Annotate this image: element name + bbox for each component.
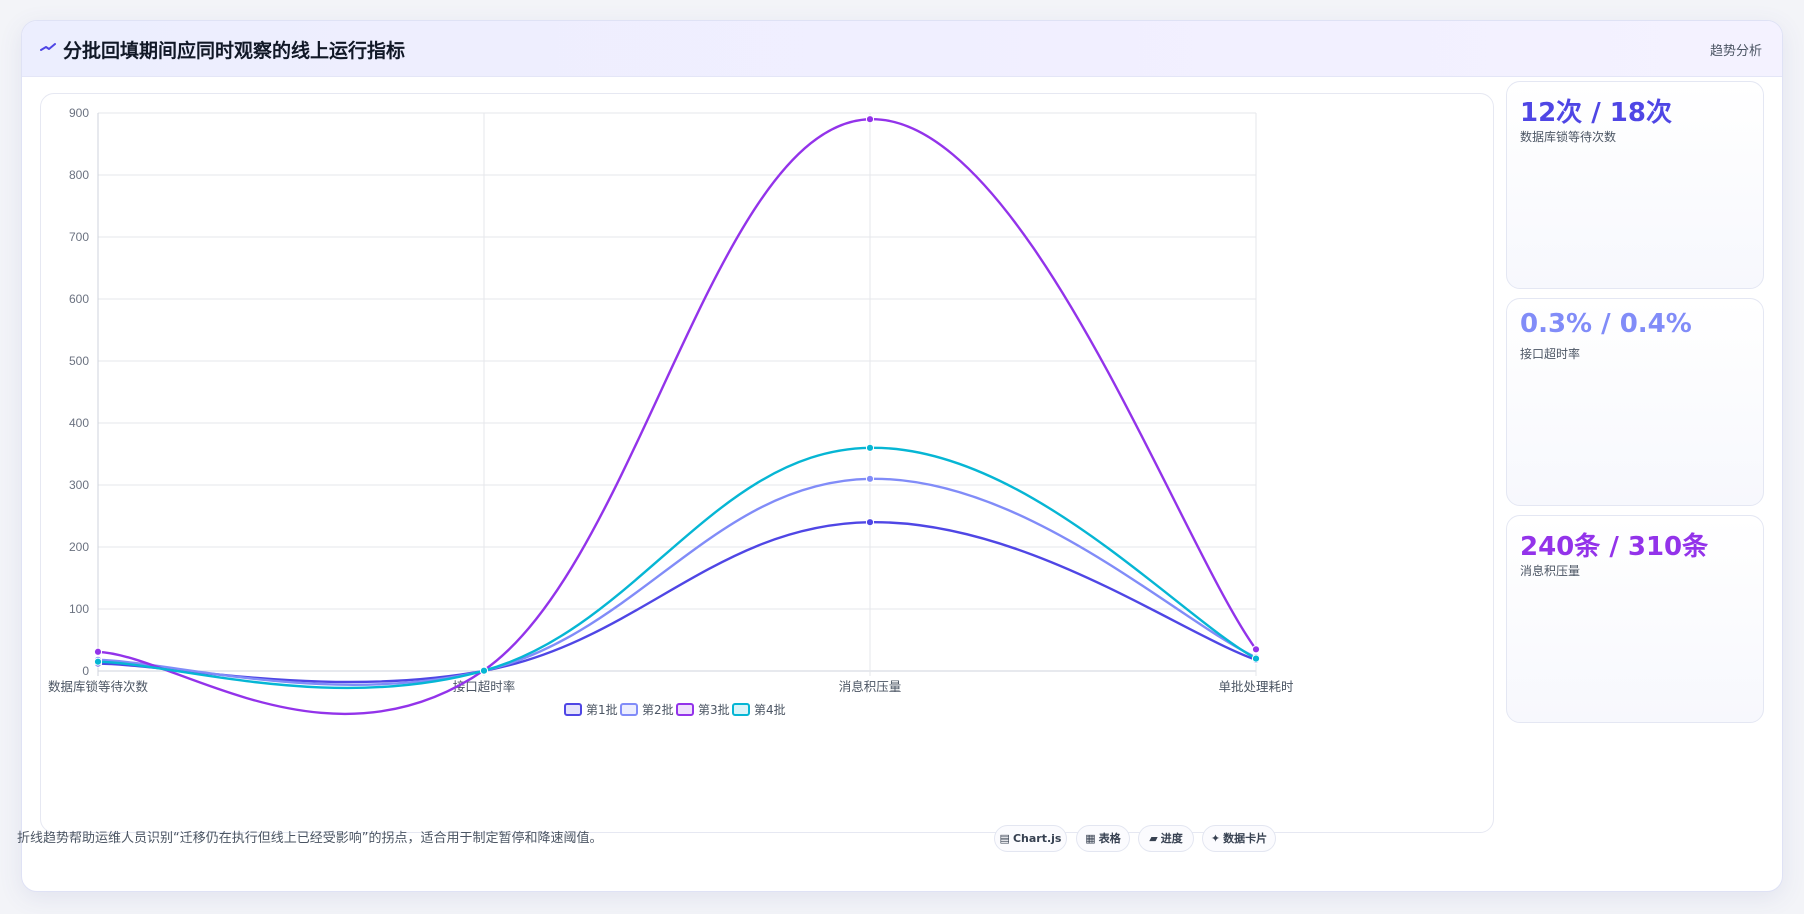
chip-data-card[interactable]: ✦ 数据卡片: [1202, 825, 1276, 852]
data-point: [1251, 645, 1261, 654]
y-tick-label: 900: [69, 106, 89, 120]
stat-value: 0.3% / 0.4%: [1520, 309, 1692, 339]
series-line-2: [97, 477, 1257, 686]
progress-icon: ▰: [1149, 832, 1158, 845]
data-point: [865, 115, 875, 124]
data-point: [479, 666, 489, 675]
stat-card-message-backlog: 240条 / 310条 消息积压量: [1506, 515, 1764, 723]
data-point: [865, 443, 875, 452]
data-point: [865, 474, 875, 483]
stat-card-lock-wait: 12次 / 18次 数据库锁等待次数: [1506, 81, 1764, 289]
page-title: 分批回填期间应同时观察的线上运行指标: [63, 40, 406, 62]
chip-chartjs[interactable]: ▤ Chart.js: [994, 825, 1067, 852]
series-line-1: [97, 520, 1257, 684]
legend-swatch: [676, 703, 694, 716]
main-card: 分批回填期间应同时观察的线上运行指标 趋势分析 0 100 200 300 400 500…: [21, 20, 1783, 892]
chip-progress[interactable]: ▰ 进度: [1138, 825, 1194, 852]
stat-label: 消息积压量: [1520, 564, 1581, 578]
chart-panel: 0 100 200 300 400 500 600 700 800 900 数据库锁等待次数 接口超时…: [40, 93, 1494, 833]
x-tick-label: 单批处理耗时: [1218, 679, 1294, 694]
y-tick-label: 600: [69, 292, 89, 306]
legend-swatch: [620, 703, 638, 716]
series-line-3: [97, 117, 1257, 716]
legend-swatch: [564, 703, 582, 716]
chart-icon: ▤: [999, 832, 1010, 845]
sparkle-icon: ✦: [1210, 832, 1221, 845]
trend-line-icon: [40, 43, 56, 51]
legend-swatch: [732, 703, 750, 716]
series-line-4: [97, 446, 1257, 690]
y-tick-label: 800: [69, 168, 89, 182]
data-point: [865, 518, 875, 527]
y-tick-label: 200: [69, 540, 89, 554]
y-tick-label: 300: [69, 478, 89, 492]
legend-label: 第1批: [586, 702, 618, 717]
x-tick-label: 消息积压量: [839, 679, 902, 694]
y-tick-label: 700: [69, 230, 89, 244]
trend-analysis-tag: 趋势分析: [1709, 44, 1762, 59]
line-chart: 0 100 200 300 400 500 600 700 800 900 数据库锁等待次数 接口超时…: [48, 106, 1294, 717]
data-point: [1251, 654, 1261, 663]
x-tick-label: 数据库锁等待次数: [48, 679, 149, 694]
stat-label: 数据库锁等待次数: [1520, 130, 1617, 144]
y-tick-label: 400: [69, 416, 89, 430]
stat-value: 240条 / 310条: [1520, 532, 1709, 562]
stat-label: 接口超时率: [1520, 347, 1581, 361]
card-header: 分批回填期间应同时观察的线上运行指标 趋势分析: [22, 21, 1782, 77]
chip-table[interactable]: ▦ 表格: [1076, 825, 1130, 852]
y-tick-label: 100: [69, 602, 89, 616]
x-tick-label: 接口超时率: [453, 679, 516, 694]
legend-label: 第4批: [754, 702, 786, 717]
legend-label: 第3批: [698, 702, 730, 717]
stat-card-timeout-rate: 0.3% / 0.4% 接口超时率: [1506, 298, 1764, 506]
footnote: 折线趋势帮助运维人员识别“迁移仍在执行但线上已经受影响”的拐点，适合用于制定暂停…: [17, 831, 603, 846]
data-point: [93, 657, 103, 666]
table-icon: ▦: [1085, 832, 1096, 845]
y-tick-label: 0: [82, 664, 89, 678]
y-tick-label: 500: [69, 354, 89, 368]
data-point: [93, 647, 103, 656]
stat-value: 12次 / 18次: [1520, 98, 1672, 128]
legend-label: 第2批: [642, 702, 674, 717]
